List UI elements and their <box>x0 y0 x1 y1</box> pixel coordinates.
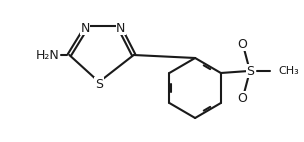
Text: CH₃: CH₃ <box>278 66 299 76</box>
Text: N: N <box>81 21 90 35</box>
Text: H₂N: H₂N <box>36 49 59 61</box>
Text: N: N <box>116 21 126 35</box>
Text: S: S <box>95 78 103 90</box>
Text: O: O <box>238 91 247 105</box>
Text: S: S <box>247 64 254 78</box>
Text: O: O <box>238 37 247 51</box>
